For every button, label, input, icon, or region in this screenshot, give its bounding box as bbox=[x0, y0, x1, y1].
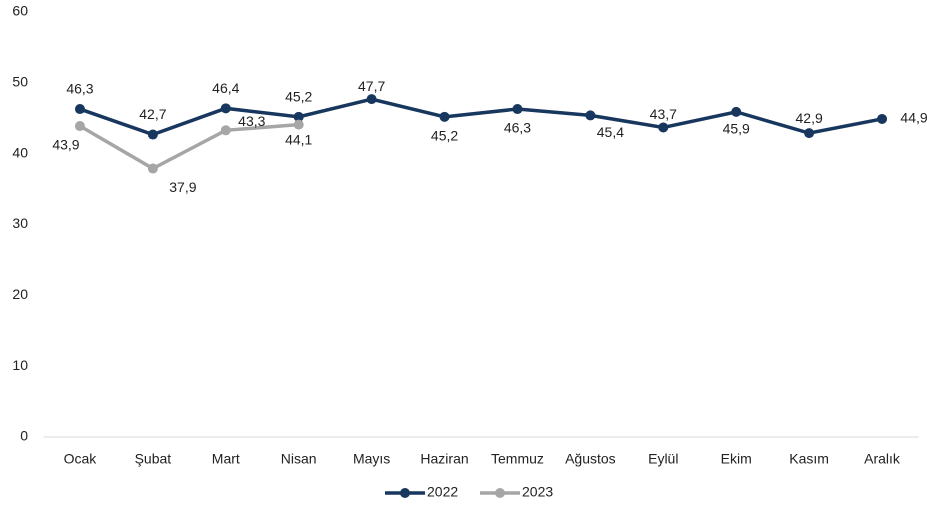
data-point bbox=[585, 110, 596, 121]
legend-label: 2022 bbox=[427, 484, 458, 500]
y-tick-label: 50 bbox=[12, 74, 28, 90]
data-label: 46,3 bbox=[66, 81, 93, 97]
y-tick-label: 10 bbox=[12, 357, 28, 373]
data-label: 46,3 bbox=[504, 120, 531, 136]
data-label: 47,7 bbox=[358, 78, 385, 94]
data-label: 43,7 bbox=[650, 106, 677, 122]
data-label: 46,4 bbox=[212, 80, 239, 96]
y-tick-label: 0 bbox=[20, 428, 28, 444]
data-label: 45,9 bbox=[723, 121, 750, 137]
legend-marker bbox=[400, 488, 410, 498]
data-label: 42,9 bbox=[796, 110, 823, 126]
data-label: 42,7 bbox=[139, 106, 166, 122]
data-point bbox=[439, 111, 450, 122]
data-label: 44,9 bbox=[900, 110, 927, 126]
data-label: 45,4 bbox=[597, 124, 624, 140]
x-tick-label: Ocak bbox=[64, 451, 98, 467]
data-label: 44,1 bbox=[285, 131, 312, 147]
legend-label: 2023 bbox=[522, 484, 553, 500]
series-line bbox=[79, 97, 883, 137]
x-tick-label: Ağustos bbox=[565, 451, 616, 467]
data-point bbox=[731, 106, 742, 117]
x-tick-label: Aralık bbox=[864, 451, 901, 467]
data-label: 45,2 bbox=[285, 89, 312, 105]
data-point bbox=[74, 121, 85, 132]
data-point bbox=[293, 119, 304, 130]
data-point bbox=[147, 163, 158, 174]
data-point bbox=[877, 113, 888, 124]
data-point bbox=[147, 129, 158, 140]
data-label: 43,9 bbox=[52, 137, 79, 153]
x-tick-label: Şubat bbox=[135, 451, 172, 467]
data-point bbox=[220, 103, 231, 114]
x-tick-label: Mayıs bbox=[353, 451, 390, 467]
series-line bbox=[79, 122, 299, 171]
data-point bbox=[804, 128, 815, 139]
x-tick-label: Temmuz bbox=[491, 451, 544, 467]
data-point bbox=[220, 125, 231, 136]
data-point bbox=[658, 122, 669, 133]
x-tick-label: Haziran bbox=[420, 451, 468, 467]
data-label: 43,3 bbox=[238, 113, 265, 129]
data-point bbox=[74, 104, 85, 115]
x-tick-label: Eylül bbox=[648, 451, 678, 467]
x-tick-label: Ekim bbox=[721, 451, 752, 467]
x-tick-label: Nisan bbox=[281, 451, 317, 467]
x-tick-label: Mart bbox=[212, 451, 240, 467]
data-point bbox=[293, 111, 304, 122]
y-tick-label: 30 bbox=[12, 215, 28, 231]
data-label: 45,2 bbox=[431, 128, 458, 144]
data-point bbox=[366, 94, 377, 105]
data-label: 37,9 bbox=[169, 179, 196, 195]
y-tick-label: 20 bbox=[12, 286, 28, 302]
y-tick-label: 60 bbox=[12, 3, 28, 19]
x-tick-label: Kasım bbox=[789, 451, 829, 467]
y-tick-label: 40 bbox=[12, 144, 28, 160]
data-point bbox=[512, 104, 523, 115]
legend-marker bbox=[495, 488, 505, 498]
